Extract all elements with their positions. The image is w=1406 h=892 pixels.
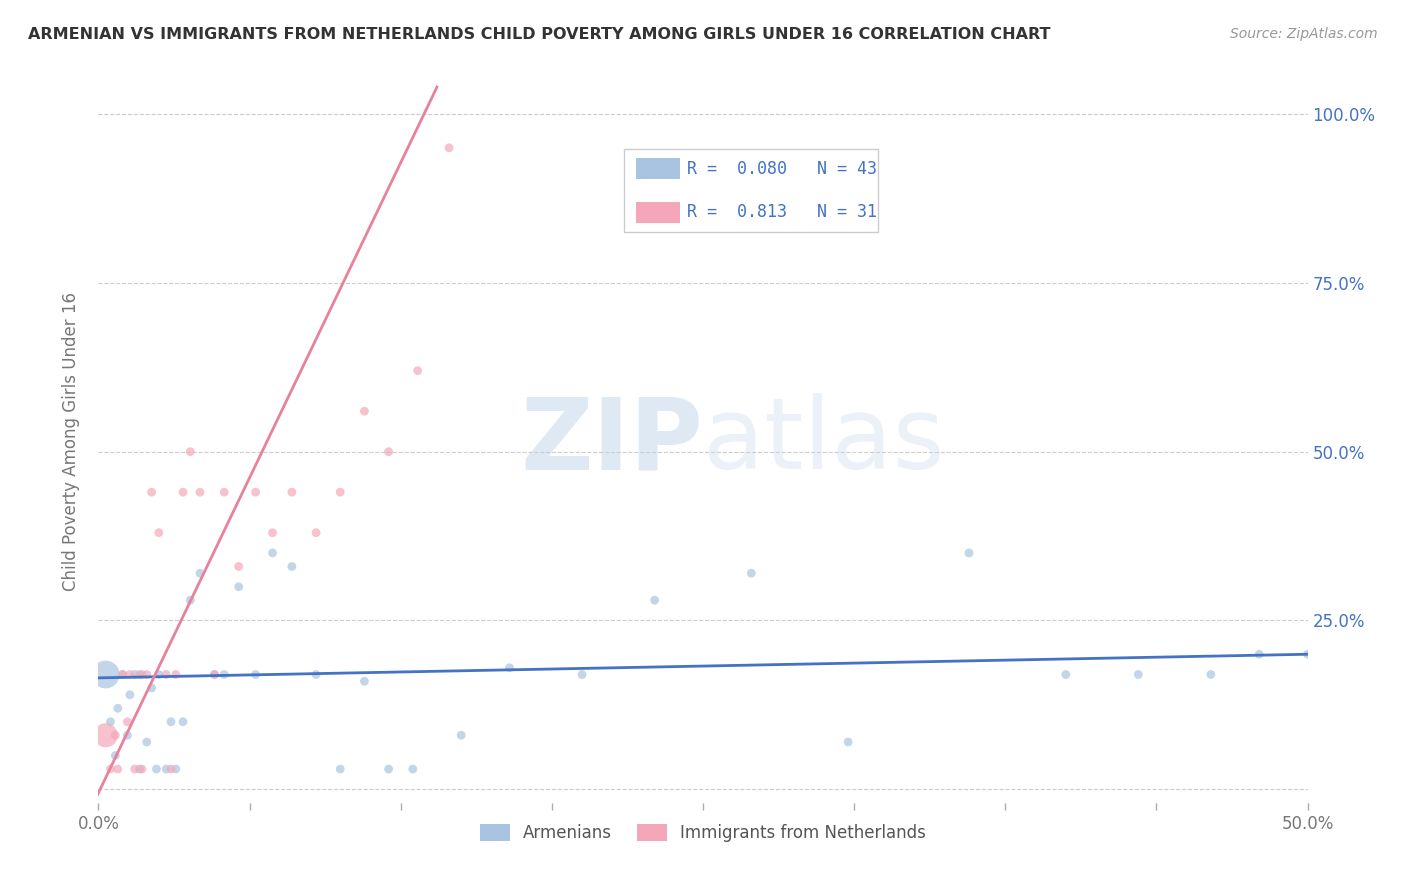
Text: atlas: atlas	[703, 393, 945, 490]
Point	[281, 485, 304, 500]
Point	[124, 667, 146, 681]
Point	[131, 667, 153, 681]
Point	[179, 593, 201, 607]
Point	[148, 667, 170, 681]
Point	[118, 688, 141, 702]
Point	[1128, 667, 1150, 681]
Text: ZIP: ZIP	[520, 393, 703, 490]
Text: Source: ZipAtlas.com: Source: ZipAtlas.com	[1230, 27, 1378, 41]
Point	[450, 728, 472, 742]
Point	[406, 364, 429, 378]
Point	[1249, 647, 1271, 661]
Point	[172, 714, 194, 729]
Point	[329, 762, 352, 776]
Point	[165, 762, 187, 776]
Point	[155, 667, 177, 681]
Point	[212, 667, 235, 681]
FancyBboxPatch shape	[624, 149, 879, 232]
Point	[1054, 667, 1077, 681]
Point	[100, 762, 122, 776]
Point	[141, 485, 163, 500]
Point	[498, 661, 520, 675]
Point	[160, 762, 183, 776]
Point	[402, 762, 425, 776]
Legend: Armenians, Immigrants from Netherlands: Armenians, Immigrants from Netherlands	[472, 817, 934, 848]
Point	[837, 735, 859, 749]
Point	[118, 667, 141, 681]
Point	[100, 714, 122, 729]
Point	[135, 667, 157, 681]
Point	[124, 762, 146, 776]
Point	[179, 444, 201, 458]
Point	[245, 667, 267, 681]
Point	[377, 444, 399, 458]
Text: R =  0.080   N = 43: R = 0.080 N = 43	[688, 160, 877, 178]
Point	[104, 728, 127, 742]
Point	[94, 667, 117, 681]
Point	[262, 546, 284, 560]
Point	[353, 404, 375, 418]
Point	[188, 566, 211, 581]
Text: ARMENIAN VS IMMIGRANTS FROM NETHERLANDS CHILD POVERTY AMONG GIRLS UNDER 16 CORRE: ARMENIAN VS IMMIGRANTS FROM NETHERLANDS …	[28, 27, 1050, 42]
Point	[141, 681, 163, 695]
Point	[160, 714, 183, 729]
Point	[107, 701, 129, 715]
Point	[94, 728, 117, 742]
Point	[245, 485, 267, 500]
Point	[305, 525, 328, 540]
FancyBboxPatch shape	[637, 202, 681, 223]
Text: R =  0.813   N = 31: R = 0.813 N = 31	[688, 203, 877, 221]
Point	[305, 667, 328, 681]
Point	[111, 667, 134, 681]
Point	[117, 728, 139, 742]
Point	[145, 762, 167, 776]
Point	[329, 485, 352, 500]
Point	[212, 485, 235, 500]
Point	[111, 667, 134, 681]
Point	[128, 762, 150, 776]
Point	[135, 735, 157, 749]
Point	[228, 559, 250, 574]
Point	[107, 762, 129, 776]
Point	[104, 748, 127, 763]
Point	[437, 141, 460, 155]
Point	[155, 762, 177, 776]
Point	[204, 667, 226, 681]
Point	[228, 580, 250, 594]
Point	[117, 714, 139, 729]
Point	[571, 667, 593, 681]
Point	[377, 762, 399, 776]
Point	[1199, 667, 1222, 681]
Point	[204, 667, 226, 681]
Point	[148, 525, 170, 540]
Point	[131, 762, 153, 776]
Point	[353, 674, 375, 689]
Point	[1296, 647, 1319, 661]
Point	[957, 546, 980, 560]
Point	[644, 593, 666, 607]
Point	[128, 667, 150, 681]
Point	[172, 485, 194, 500]
Point	[165, 667, 187, 681]
FancyBboxPatch shape	[637, 158, 681, 179]
Point	[262, 525, 284, 540]
Point	[740, 566, 762, 581]
Point	[281, 559, 304, 574]
Y-axis label: Child Poverty Among Girls Under 16: Child Poverty Among Girls Under 16	[62, 292, 80, 591]
Point	[188, 485, 211, 500]
